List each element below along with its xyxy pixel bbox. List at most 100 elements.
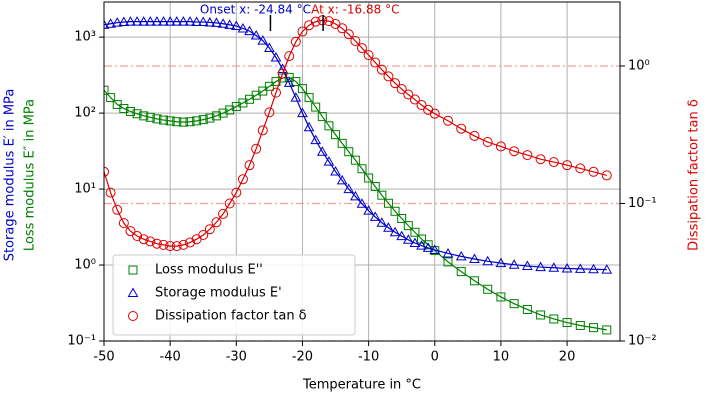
marker bbox=[297, 26, 308, 37]
marker bbox=[495, 257, 507, 268]
y-tick-label: 10³ bbox=[74, 30, 96, 45]
marker bbox=[172, 117, 182, 127]
x-tick-label: -40 bbox=[160, 350, 181, 365]
marker bbox=[350, 155, 360, 165]
legend-label: Storage modulus E' bbox=[155, 286, 282, 301]
marker bbox=[317, 112, 327, 122]
marker bbox=[363, 205, 374, 215]
marker bbox=[112, 204, 123, 215]
y-tick-label: 10² bbox=[74, 106, 96, 121]
marker bbox=[601, 264, 613, 274]
marker bbox=[416, 100, 427, 111]
marker bbox=[364, 173, 374, 183]
marker bbox=[588, 263, 599, 274]
marker bbox=[548, 157, 559, 168]
marker bbox=[104, 85, 109, 95]
marker bbox=[138, 16, 150, 26]
x-tick-label: 0 bbox=[431, 350, 439, 365]
marker bbox=[383, 198, 393, 208]
plot-frame bbox=[103, 1, 621, 342]
marker bbox=[171, 241, 182, 252]
marker bbox=[211, 17, 222, 27]
marker bbox=[165, 241, 176, 252]
marker bbox=[588, 166, 599, 177]
marker bbox=[403, 221, 413, 231]
marker bbox=[535, 154, 546, 165]
marker bbox=[127, 287, 139, 297]
marker bbox=[244, 160, 255, 171]
marker bbox=[258, 86, 268, 96]
marker bbox=[217, 18, 229, 28]
marker bbox=[151, 16, 163, 26]
marker bbox=[105, 187, 116, 198]
x-axis-title: Temperature in °C bbox=[302, 378, 421, 393]
marker bbox=[118, 16, 130, 27]
series-line bbox=[104, 19, 607, 247]
marker bbox=[396, 230, 408, 241]
plot bbox=[104, 15, 613, 335]
marker bbox=[237, 22, 249, 33]
marker bbox=[357, 43, 367, 54]
marker bbox=[601, 170, 612, 181]
marker bbox=[139, 111, 149, 121]
marker bbox=[128, 265, 138, 275]
marker bbox=[125, 226, 136, 237]
marker bbox=[396, 84, 407, 95]
marker bbox=[132, 109, 142, 119]
marker bbox=[376, 64, 387, 75]
y-tick-label: 10¹ bbox=[74, 182, 96, 197]
y-axis-title: Storage modulus E′ in MPa bbox=[3, 89, 18, 262]
marker bbox=[145, 236, 156, 247]
marker bbox=[323, 156, 335, 166]
marker bbox=[469, 276, 479, 286]
marker bbox=[357, 164, 367, 174]
marker bbox=[455, 250, 467, 261]
x-tick-label: 10 bbox=[493, 350, 510, 365]
marker bbox=[522, 260, 533, 271]
marker bbox=[131, 16, 143, 26]
marker bbox=[185, 117, 195, 127]
marker bbox=[443, 115, 453, 126]
marker bbox=[104, 166, 109, 177]
marker bbox=[562, 318, 572, 328]
marker bbox=[390, 206, 400, 216]
marker bbox=[132, 231, 143, 242]
x-tick-label: 20 bbox=[559, 350, 576, 365]
marker bbox=[106, 93, 116, 103]
marker bbox=[264, 42, 275, 52]
marker bbox=[316, 146, 328, 156]
marker bbox=[456, 123, 467, 134]
annotation: Onset x: -24.84 °C bbox=[200, 3, 311, 17]
marker bbox=[562, 160, 573, 171]
marker bbox=[198, 115, 208, 125]
marker bbox=[257, 125, 268, 136]
y-tick-label: 10⁻¹ bbox=[67, 334, 96, 349]
marker bbox=[429, 108, 440, 119]
marker bbox=[197, 16, 209, 27]
marker bbox=[224, 198, 235, 209]
marker bbox=[409, 237, 421, 247]
marker bbox=[416, 240, 427, 250]
marker bbox=[191, 16, 202, 27]
marker bbox=[291, 77, 301, 87]
marker bbox=[575, 320, 585, 330]
marker bbox=[250, 29, 262, 40]
marker bbox=[409, 94, 420, 105]
x-tick-label: -10 bbox=[358, 350, 379, 365]
marker bbox=[522, 150, 533, 161]
marker bbox=[257, 35, 269, 45]
y2-tick-label: 10⁻¹ bbox=[628, 196, 657, 211]
series-line bbox=[104, 76, 607, 331]
marker bbox=[495, 141, 506, 152]
marker bbox=[602, 325, 612, 335]
marker bbox=[290, 92, 302, 102]
x-tick-label: -50 bbox=[93, 350, 114, 365]
marker bbox=[323, 16, 334, 27]
series-line bbox=[104, 21, 607, 271]
marker bbox=[151, 238, 162, 249]
marker bbox=[482, 137, 493, 148]
marker bbox=[164, 16, 176, 26]
marker bbox=[304, 93, 314, 103]
marker bbox=[104, 19, 110, 29]
marker bbox=[429, 244, 441, 254]
